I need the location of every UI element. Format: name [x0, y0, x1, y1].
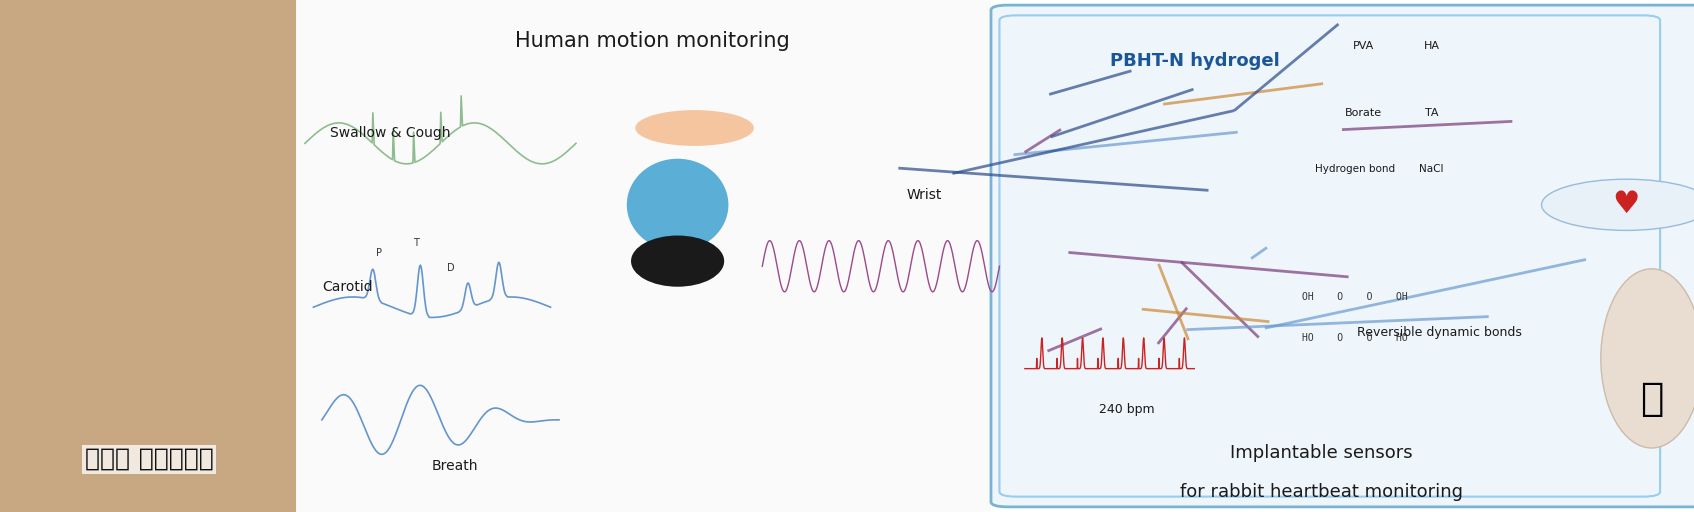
- Text: Swallow & Cough: Swallow & Cough: [330, 126, 451, 140]
- Ellipse shape: [632, 236, 725, 287]
- Text: Hydrogen bond: Hydrogen bond: [1315, 164, 1396, 174]
- Circle shape: [635, 110, 754, 146]
- Text: ♥: ♥: [1613, 190, 1640, 219]
- Text: T: T: [413, 238, 418, 248]
- Text: P: P: [376, 248, 383, 258]
- Text: Carotid: Carotid: [322, 280, 373, 294]
- Text: Reversible dynamic bonds: Reversible dynamic bonds: [1357, 326, 1523, 339]
- Circle shape: [1542, 179, 1694, 230]
- Ellipse shape: [1601, 269, 1694, 448]
- Text: PBHT-N hydrogel: PBHT-N hydrogel: [1110, 52, 1279, 71]
- Text: Borate: Borate: [1345, 108, 1382, 118]
- Text: OH    O    O    OH: OH O O OH: [1303, 292, 1408, 302]
- Text: Breath: Breath: [432, 459, 478, 473]
- FancyBboxPatch shape: [991, 5, 1694, 507]
- Text: 🐰: 🐰: [1640, 380, 1664, 418]
- Text: Human motion monitoring: Human motion monitoring: [515, 31, 789, 51]
- Text: HA: HA: [1423, 41, 1440, 51]
- Text: for rabbit heartbeat monitoring: for rabbit heartbeat monitoring: [1179, 482, 1464, 501]
- Text: 240 bpm: 240 bpm: [1099, 403, 1154, 416]
- Text: PVA: PVA: [1354, 41, 1374, 51]
- Text: Implantable sensors: Implantable sensors: [1230, 444, 1413, 462]
- Text: D: D: [447, 263, 456, 273]
- Text: HO    O    O    HO: HO O O HO: [1303, 333, 1408, 343]
- Text: Wrist: Wrist: [906, 187, 942, 202]
- Bar: [0, 0, 296, 512]
- Text: TA: TA: [1425, 108, 1438, 118]
- Ellipse shape: [627, 159, 728, 251]
- Text: 남지우 석사과정생: 남지우 석사과정생: [85, 447, 213, 471]
- FancyBboxPatch shape: [296, 0, 991, 512]
- Text: NaCl: NaCl: [1420, 164, 1443, 174]
